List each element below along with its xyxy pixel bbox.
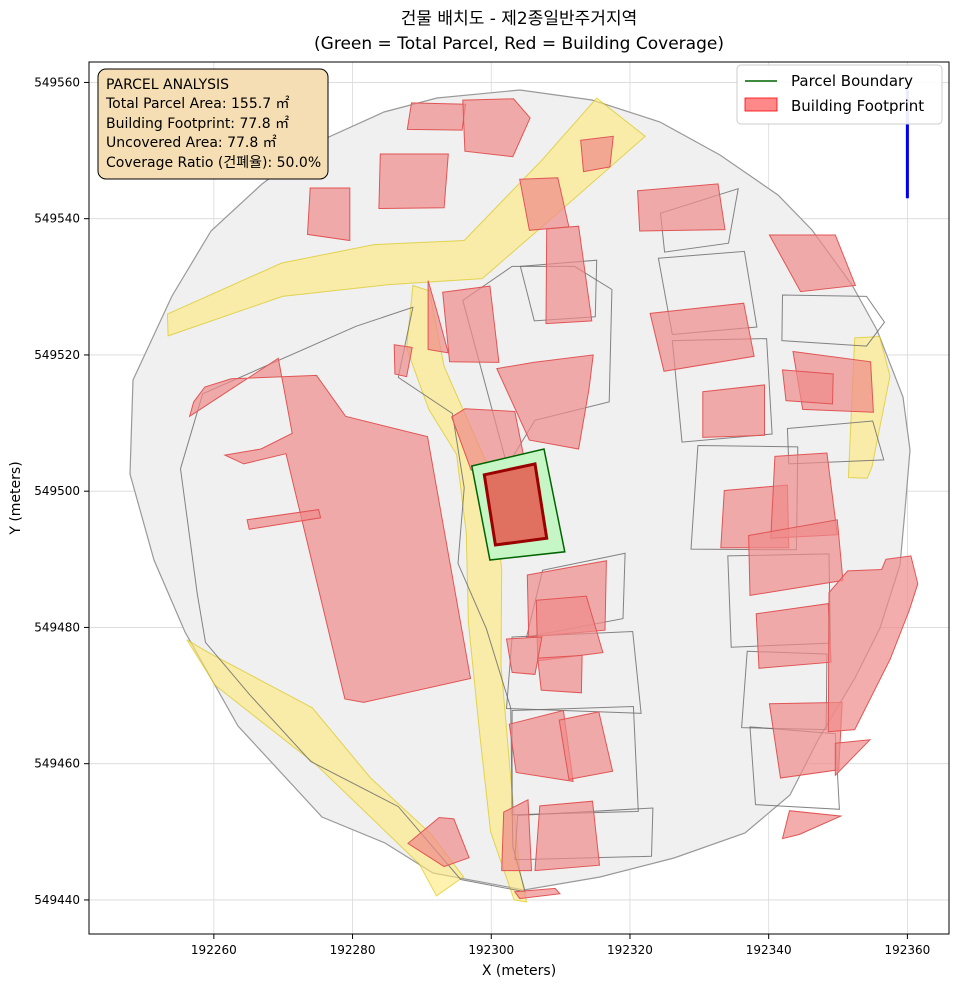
y-tick-label: 549540	[34, 212, 80, 226]
building-footprint	[702, 384, 765, 438]
building-footprint	[755, 603, 832, 669]
building-footprint	[378, 153, 449, 210]
plot-frame	[88, 61, 950, 935]
target-building	[482, 462, 549, 547]
y-tick-label: 549520	[34, 348, 80, 362]
info-coverage-ratio: Coverage Ratio (건폐율): 50.0%	[106, 155, 321, 171]
building-footprint	[505, 636, 543, 675]
info-box-title: PARCEL ANALYSIS	[106, 77, 229, 93]
building-footprint	[827, 555, 919, 733]
y-tick-label: 549480	[34, 620, 80, 634]
building-footprint	[580, 135, 614, 173]
building-footprint	[501, 799, 533, 872]
building-footprint	[537, 654, 583, 694]
info-total-area: Total Parcel Area: 155.7 ㎡	[105, 96, 290, 112]
building-footprint	[513, 887, 561, 900]
parcel-outline	[786, 420, 885, 465]
building-footprint	[188, 357, 472, 703]
x-tick-label: 192320	[607, 943, 653, 957]
info-box: PARCEL ANALYSIS Total Parcel Area: 155.7…	[97, 68, 329, 180]
y-tick-label: 549440	[34, 893, 80, 907]
building-footprint	[496, 354, 594, 450]
x-tick-label: 192260	[191, 943, 237, 957]
legend-building-swatch	[744, 97, 778, 112]
y-tick-label: 549500	[34, 484, 80, 498]
building-footprint	[545, 225, 593, 325]
building-footprint	[306, 187, 351, 242]
building-footprint	[427, 280, 449, 354]
building-footprint	[834, 739, 872, 777]
building-footprint	[637, 183, 726, 232]
x-axis-ticks: 192260 192280 192300 192320 192340 192360	[191, 934, 930, 957]
x-tick-label: 192280	[330, 943, 376, 957]
building-footprint	[558, 711, 614, 780]
building-footprint	[246, 509, 322, 530]
building-footprint	[508, 709, 574, 782]
building-footprint	[451, 408, 528, 472]
legend: Parcel Boundary Building Footprint	[736, 64, 943, 125]
target-parcel-layer	[470, 448, 566, 561]
buildings-layer	[188, 98, 919, 900]
x-axis-label: X (meters)	[482, 963, 556, 979]
building-footprint	[442, 285, 500, 363]
chart-subtitle: (Green = Total Parcel, Red = Building Co…	[314, 34, 724, 54]
legend-building-label: Building Footprint	[791, 97, 924, 115]
y-tick-label: 549460	[34, 757, 80, 771]
y-axis-label: Y (meters)	[8, 461, 24, 535]
building-footprint	[781, 810, 843, 840]
road-polygon	[166, 97, 646, 337]
parcel-outline	[511, 705, 639, 816]
y-tick-label: 549560	[34, 75, 80, 89]
building-footprint	[649, 302, 755, 372]
building-footprint	[462, 98, 531, 158]
info-uncovered-area: Uncovered Area: 77.8 ㎡	[106, 135, 277, 151]
parcel-outline	[657, 250, 758, 336]
x-tick-label: 192360	[884, 943, 930, 957]
legend-parcel-label: Parcel Boundary	[791, 72, 913, 90]
building-footprint	[406, 102, 467, 131]
building-footprint	[768, 234, 857, 293]
chart-title: 건물 배치도 - 제2종일반주거지역	[401, 9, 637, 29]
parcel-outline	[781, 294, 886, 347]
road-polygon	[186, 639, 465, 897]
x-tick-label: 192300	[468, 943, 514, 957]
x-tick-label: 192340	[746, 943, 792, 957]
building-footprint	[393, 344, 413, 378]
building-footprint	[781, 369, 834, 405]
building-footprint	[407, 816, 470, 868]
building-footprint	[534, 800, 601, 872]
info-building-footprint: Building Footprint: 77.8 ㎡	[106, 116, 289, 132]
y-axis-ticks: 549440 549460 549480 549500 549520 549540 5495…	[34, 75, 89, 907]
